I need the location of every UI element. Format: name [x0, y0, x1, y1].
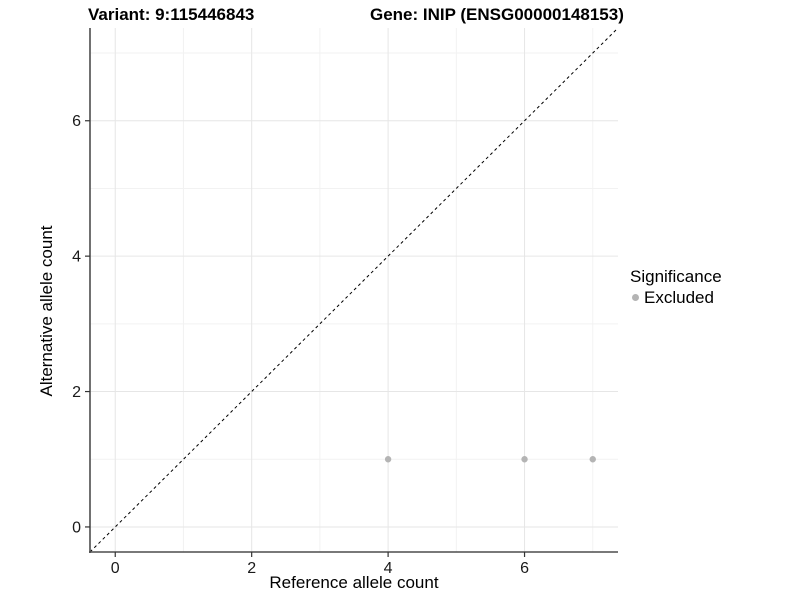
y-tick-label: 0	[72, 519, 81, 536]
identity-reference-line	[89, 27, 619, 553]
x-axis-title: Reference allele count	[269, 573, 439, 592]
x-tick-label: 4	[384, 560, 393, 577]
x-tick-label: 0	[111, 560, 120, 577]
data-point	[521, 456, 528, 463]
legend: Significance Excluded	[630, 266, 722, 307]
plot-title-gene: Gene: INIP (ENSG00000148153)	[370, 5, 624, 24]
legend-item-excluded: Excluded	[630, 288, 722, 307]
excluded-point-icon	[632, 294, 639, 301]
x-tick-label: 2	[247, 560, 256, 577]
legend-item-label: Excluded	[644, 288, 714, 307]
data-point	[589, 456, 596, 463]
y-tick-label: 6	[72, 113, 81, 130]
x-tick-label: 6	[520, 560, 529, 577]
y-tick-label: 2	[72, 384, 81, 401]
y-axis-title: Alternative allele count	[37, 225, 56, 397]
legend-title: Significance	[630, 267, 722, 286]
plot-title-variant: Variant: 9:115446843	[88, 5, 255, 24]
data-point	[384, 456, 392, 463]
y-tick-label: 4	[72, 249, 81, 266]
